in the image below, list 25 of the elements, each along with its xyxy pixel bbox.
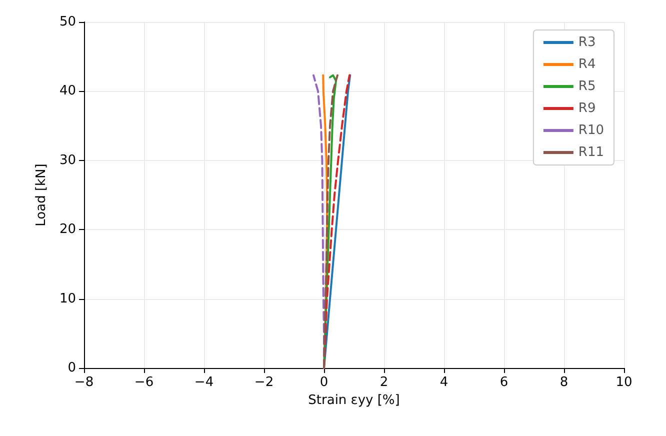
y-tick-label: 10: [59, 291, 76, 306]
y-tick-label: 0: [68, 360, 76, 376]
y-axis-title: Load [kN]: [34, 164, 49, 226]
legend-label: R4: [578, 57, 596, 72]
x-tick-label: 10: [616, 375, 632, 390]
legend-label: R5: [578, 79, 596, 94]
x-tick-label: 6: [500, 375, 508, 390]
y-tick-label: 20: [59, 222, 76, 238]
legend-label: R10: [578, 123, 604, 138]
y-tick-label: 30: [59, 152, 76, 168]
x-axis-title: Strain εyy [%]: [308, 393, 400, 408]
x-tick-label: 2: [380, 375, 388, 390]
x-tick-label: −8: [74, 375, 94, 390]
x-tick-label: 0: [320, 375, 328, 390]
x-tick-label: 8: [560, 375, 568, 390]
y-tick-label: 50: [59, 14, 76, 30]
legend-label: R9: [578, 101, 596, 116]
x-tick-label: 4: [440, 375, 448, 390]
line-series: [312, 74, 325, 369]
x-tick-label: −4: [194, 375, 214, 390]
x-tick-label: −6: [134, 375, 154, 390]
y-tick-label: 40: [59, 84, 76, 99]
legend-label: R11: [578, 145, 604, 160]
x-tick-label: −2: [254, 375, 274, 390]
legend-label: R3: [578, 35, 596, 50]
